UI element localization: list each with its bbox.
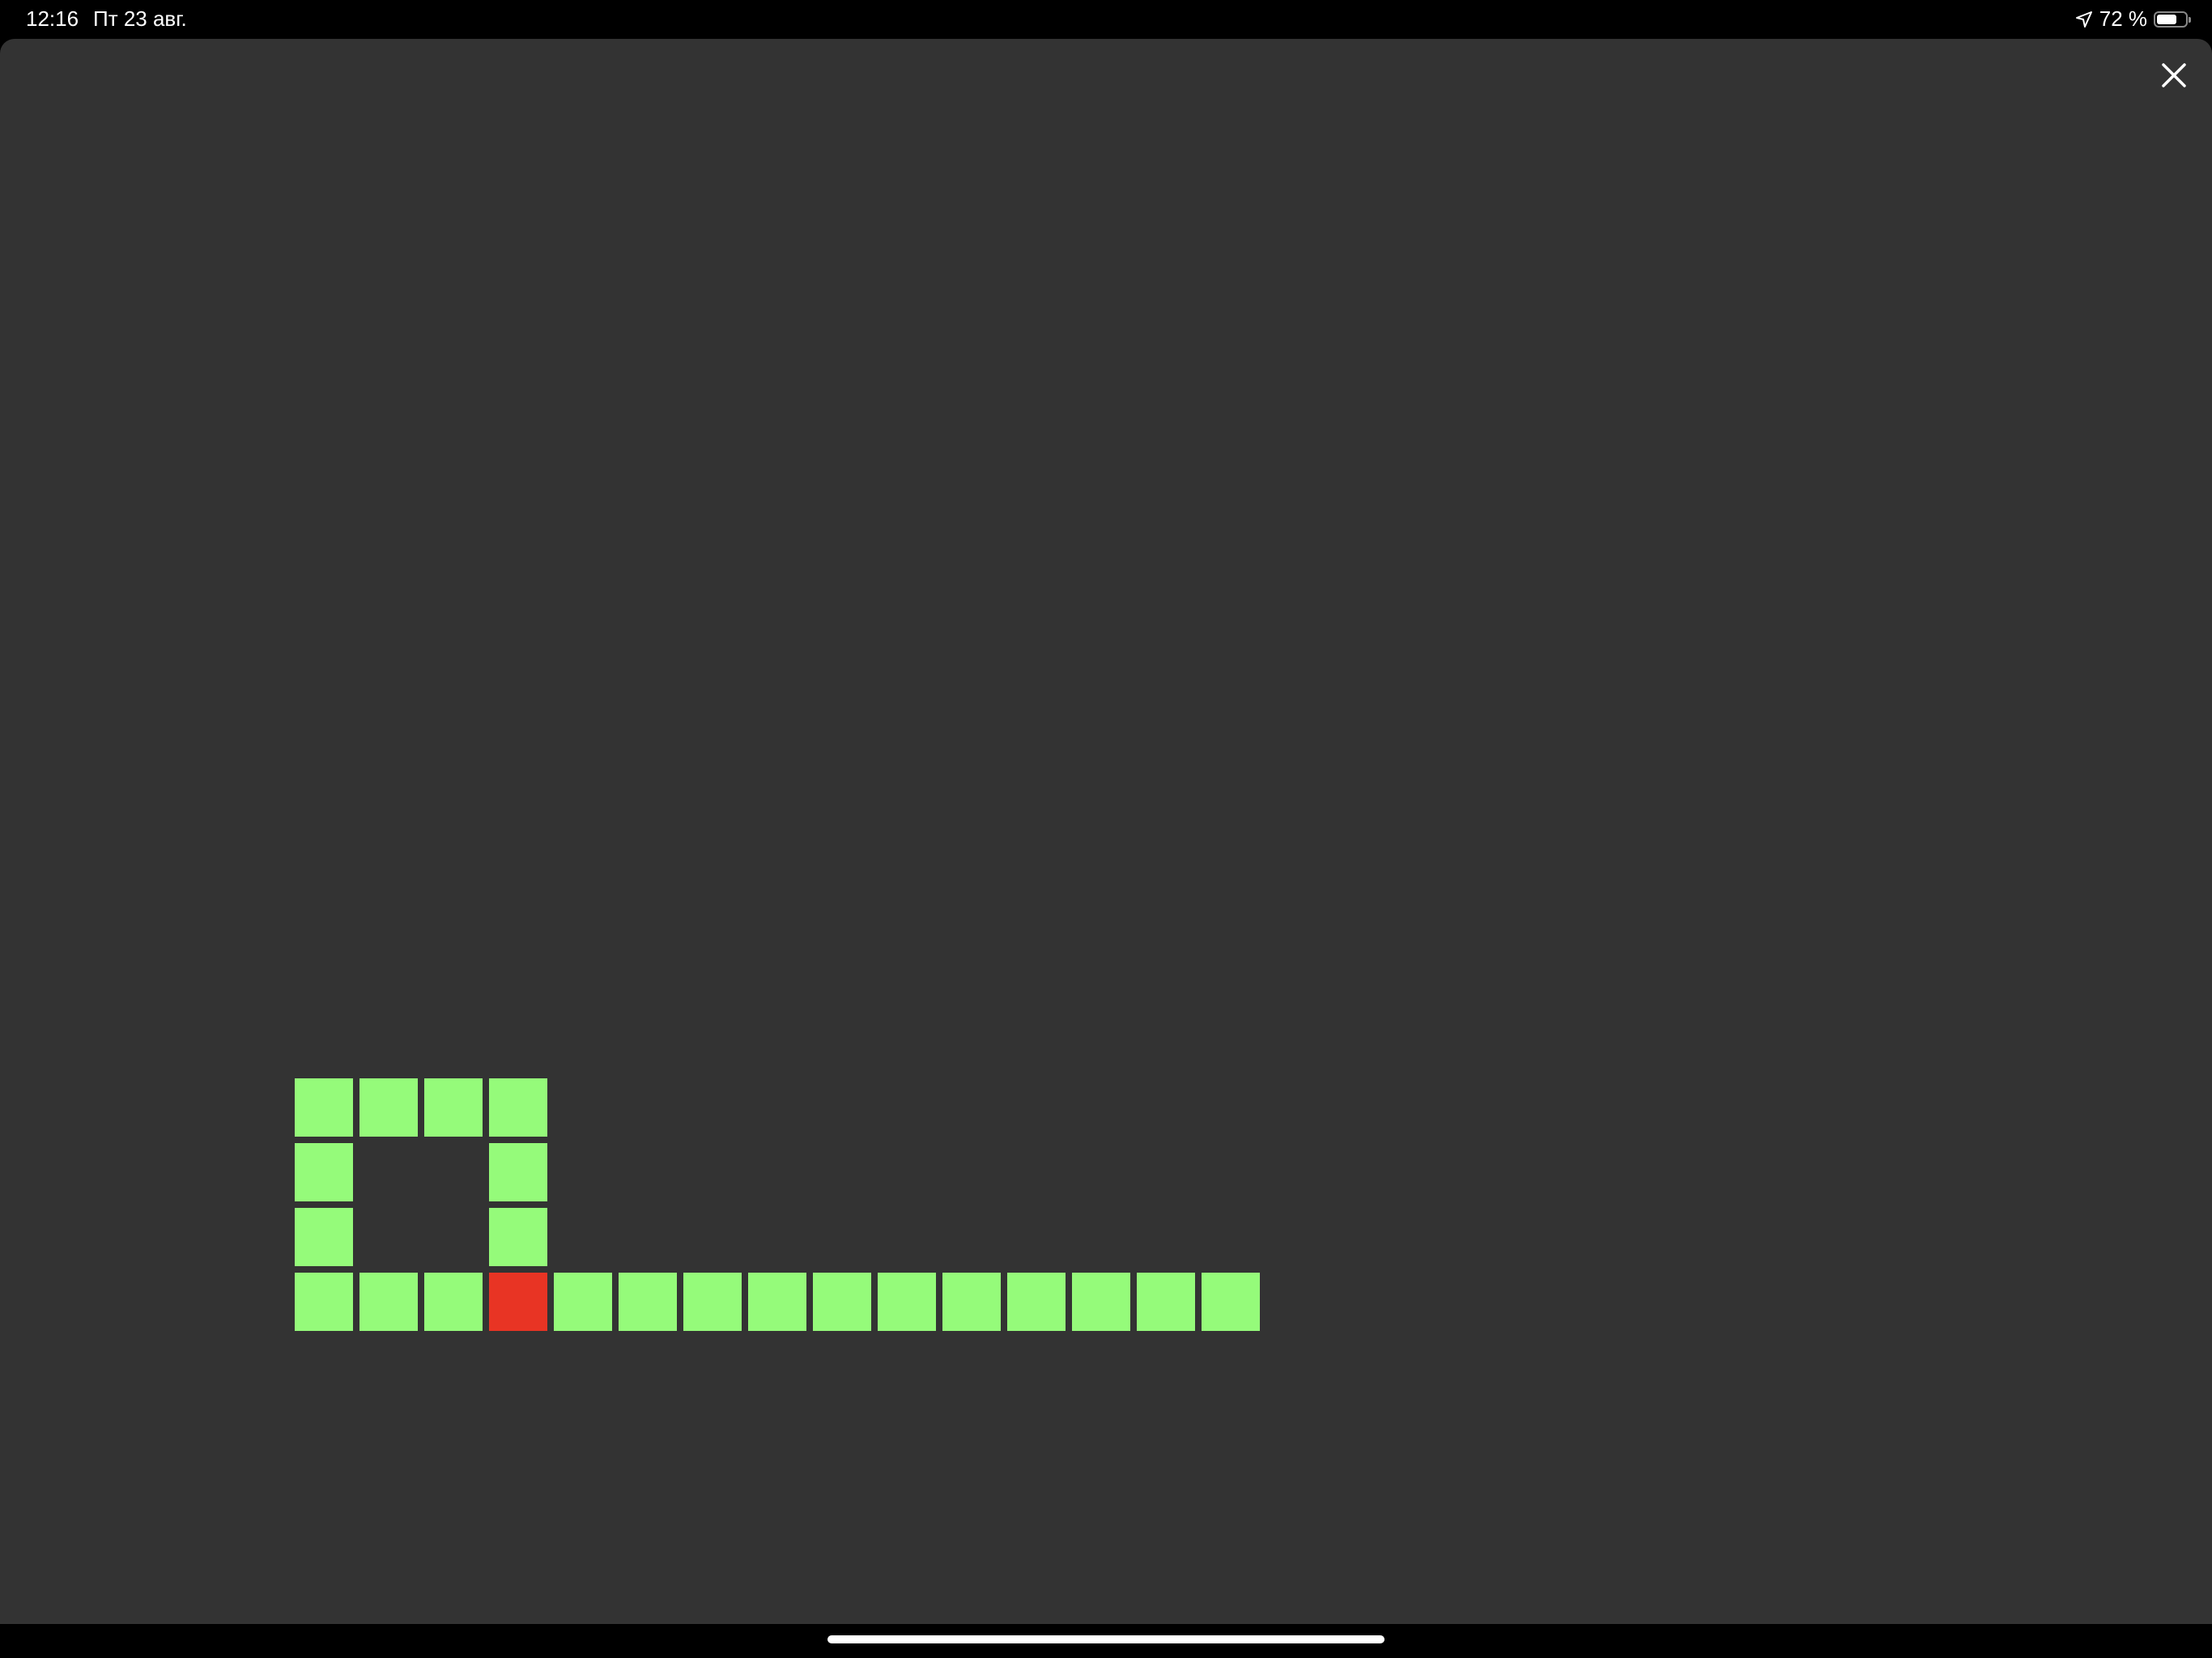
location-arrow-icon — [2075, 11, 2092, 28]
snake-segment — [359, 1273, 418, 1331]
snake-segment — [489, 1078, 547, 1137]
battery-fill — [2157, 14, 2177, 24]
snake-segment — [878, 1273, 936, 1331]
snake-segment — [1007, 1273, 1066, 1331]
snake-segment — [424, 1078, 483, 1137]
snake-segment — [295, 1143, 353, 1201]
snake-segment — [1202, 1273, 1260, 1331]
snake-segment — [942, 1273, 1001, 1331]
status-right: 72 % — [2075, 6, 2191, 32]
home-indicator[interactable] — [827, 1635, 1385, 1643]
snake-segment — [295, 1273, 353, 1331]
status-time: 12:16 — [26, 6, 79, 31]
snake-segment — [489, 1143, 547, 1201]
battery-icon — [2154, 11, 2191, 28]
snake-segment — [295, 1078, 353, 1137]
snake-segment — [1072, 1273, 1130, 1331]
snake-segment — [748, 1273, 806, 1331]
game-panel — [0, 39, 2212, 1624]
snake-segment — [489, 1208, 547, 1266]
snake-segment — [813, 1273, 871, 1331]
snake-segment — [1137, 1273, 1195, 1331]
snake-segment — [683, 1273, 742, 1331]
snake-segment — [359, 1078, 418, 1137]
status-date: Пт 23 авг. — [93, 6, 187, 31]
snake-segment — [554, 1273, 612, 1331]
snake-segment — [295, 1208, 353, 1266]
close-icon[interactable] — [2154, 55, 2194, 96]
snake-head — [489, 1273, 547, 1331]
battery-percent: 72 % — [2099, 6, 2147, 31]
snake-segment — [619, 1273, 677, 1331]
snake-segment — [424, 1273, 483, 1331]
status-bar: 12:16 Пт 23 авг. 72 % — [0, 0, 2212, 39]
